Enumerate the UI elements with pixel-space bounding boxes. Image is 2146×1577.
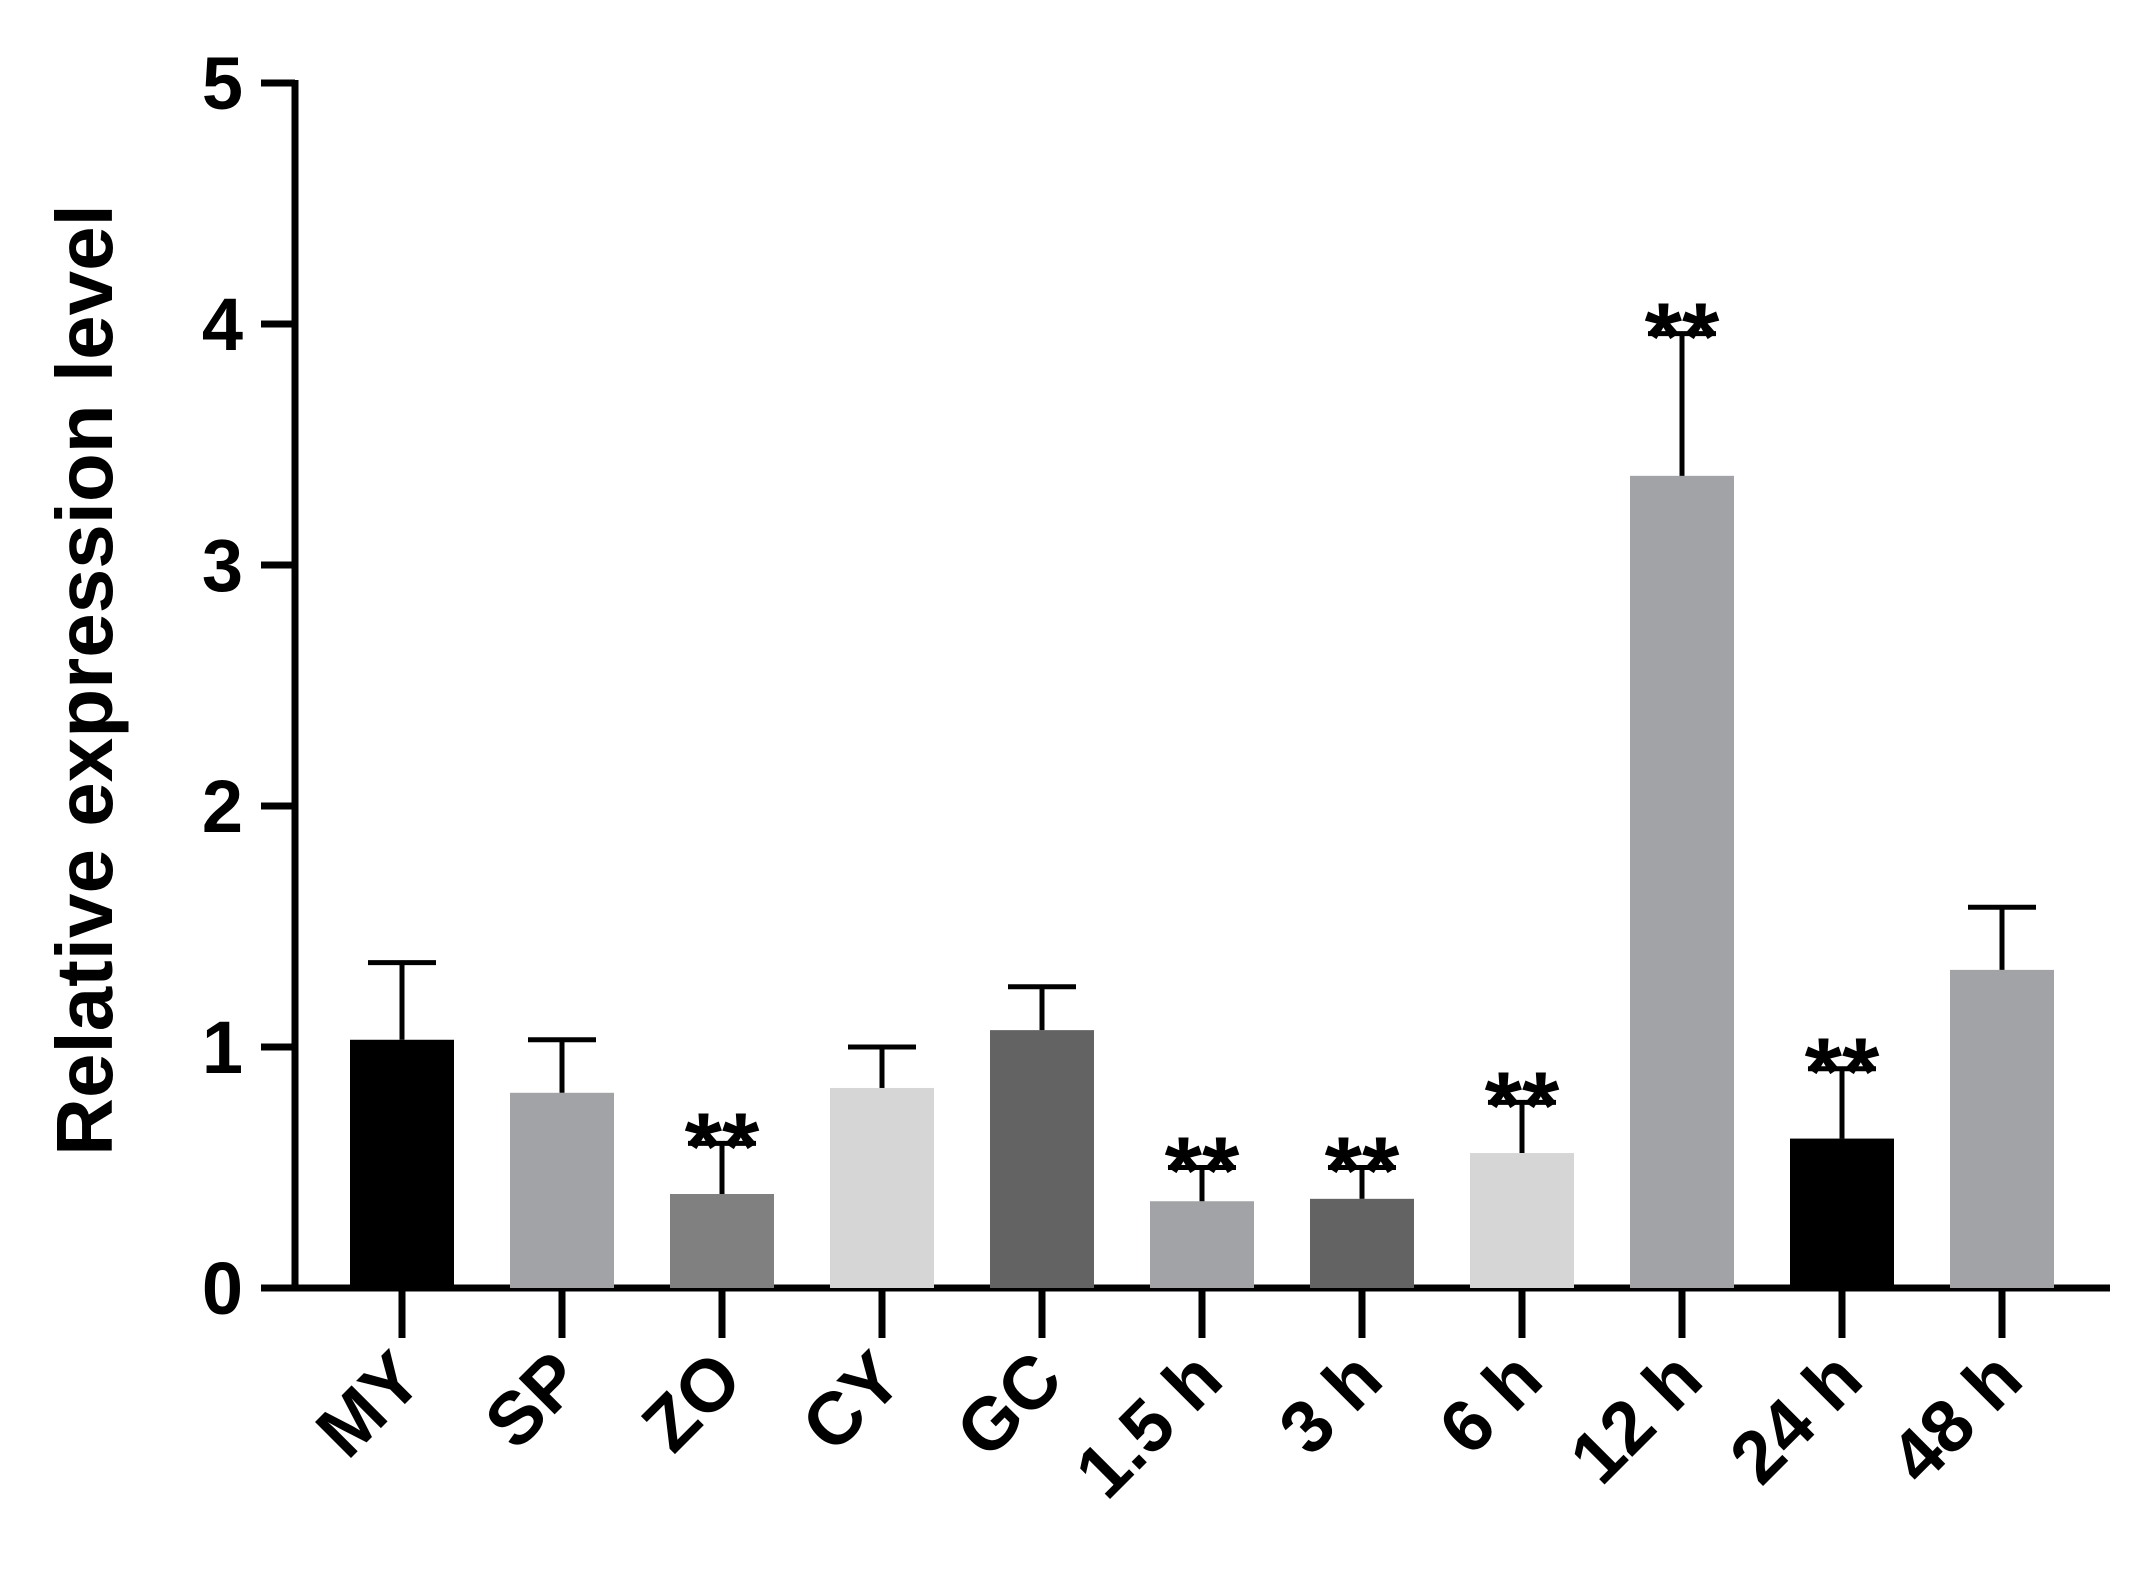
x-tick-label-5: GC	[940, 1336, 1077, 1473]
y-tick-label-2: 2	[202, 765, 243, 848]
x-tick-label-4: CY	[786, 1336, 917, 1467]
bar-11	[1950, 969, 2054, 1288]
x-tick-label-6: 1.5 h	[1059, 1336, 1237, 1514]
bar-8	[1470, 1153, 1574, 1288]
bar-4	[830, 1087, 934, 1288]
x-tick-label-3: ZO	[626, 1336, 757, 1467]
bar-2	[510, 1092, 614, 1288]
x-tick-label-7: 3 h	[1263, 1336, 1397, 1470]
y-tick-label-1: 1	[202, 1006, 243, 1089]
significance-label-6: **	[1165, 1118, 1240, 1225]
bar-9	[1630, 475, 1734, 1289]
bars	[350, 475, 2054, 1289]
significance-label-8: **	[1485, 1052, 1560, 1159]
bar-10	[1790, 1138, 1894, 1288]
error-bars	[368, 331, 2036, 1202]
significance-label-3: **	[685, 1093, 760, 1200]
bar-5	[990, 1030, 1094, 1288]
y-tick-label-0: 0	[202, 1247, 243, 1330]
significance-annotations: ** ** ** ** ** **	[685, 284, 1880, 1225]
y-tick-label-5: 5	[202, 42, 243, 125]
significance-label-7: **	[1325, 1118, 1400, 1225]
significance-label-10: **	[1805, 1019, 1880, 1126]
bar-1	[350, 1039, 454, 1288]
x-tick-label-9: 12 h	[1554, 1336, 1717, 1499]
x-tick-label-10: 24 h	[1714, 1336, 1877, 1499]
y-axis-label: Relative expression level	[40, 204, 129, 1156]
x-tick-label-11: 48 h	[1874, 1336, 2037, 1499]
x-tick-label-1: MY	[300, 1336, 437, 1473]
x-tick-label-8: 6 h	[1423, 1336, 1557, 1470]
bar-7	[1310, 1198, 1414, 1288]
bar-3	[670, 1194, 774, 1288]
y-tick-label-4: 4	[202, 283, 243, 366]
bar-6	[1150, 1201, 1254, 1288]
x-tick-label-2: SP	[469, 1336, 597, 1464]
y-tick-label-3: 3	[202, 524, 243, 607]
significance-label-9: **	[1645, 284, 1720, 391]
y-tick-labels: 0 1 2 3 4 5	[202, 42, 243, 1330]
